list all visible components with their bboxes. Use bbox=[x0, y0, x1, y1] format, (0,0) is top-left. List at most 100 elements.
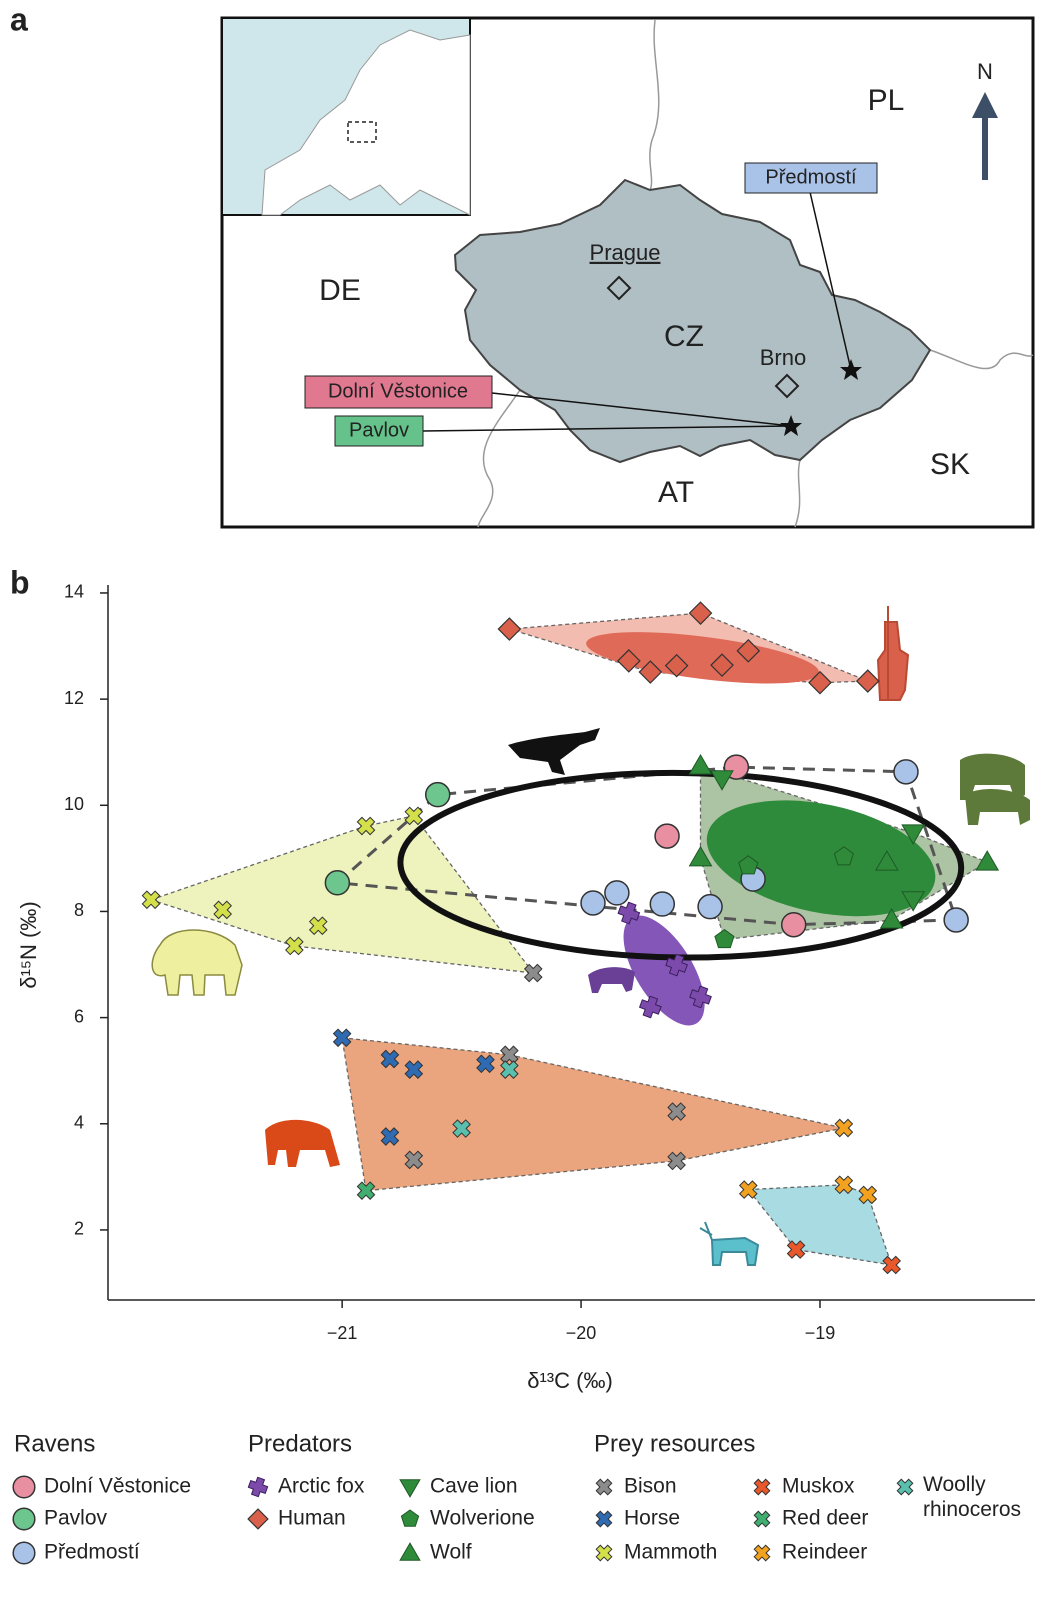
legend-label: Reindeer bbox=[782, 1541, 867, 1564]
marker bbox=[595, 1544, 613, 1562]
legend-group-title: Prey resources bbox=[594, 1430, 755, 1457]
site-label: Pavlov bbox=[349, 419, 409, 441]
marker bbox=[901, 891, 926, 912]
leader-line bbox=[809, 191, 852, 371]
legend-marker bbox=[753, 1478, 771, 1496]
border bbox=[477, 389, 521, 528]
marker bbox=[834, 1118, 854, 1138]
y-tick-label: 4 bbox=[74, 1113, 84, 1133]
panel-label: b bbox=[10, 564, 30, 600]
marker bbox=[688, 601, 713, 625]
marker bbox=[356, 816, 376, 836]
data-point bbox=[617, 901, 641, 925]
site-star bbox=[780, 415, 802, 436]
marker bbox=[332, 1028, 352, 1048]
city-marker bbox=[774, 373, 800, 399]
data-point bbox=[404, 1150, 424, 1170]
reindeer-icon bbox=[699, 1221, 760, 1266]
raven-icon bbox=[508, 728, 600, 775]
marker bbox=[141, 890, 161, 910]
marker bbox=[580, 890, 606, 916]
legend-group-title: Ravens bbox=[14, 1430, 95, 1457]
data-point bbox=[213, 900, 233, 920]
data-point bbox=[858, 1185, 878, 1205]
marker bbox=[667, 1151, 686, 1171]
site-label: Předmostí bbox=[765, 166, 857, 188]
legend-marker bbox=[753, 1544, 771, 1562]
data-point bbox=[688, 601, 713, 625]
marker bbox=[616, 649, 641, 673]
legend-marker bbox=[595, 1478, 613, 1496]
y-tick-label: 2 bbox=[74, 1219, 84, 1239]
bison-icon bbox=[265, 1119, 340, 1167]
marker bbox=[893, 759, 919, 785]
marker bbox=[400, 1509, 420, 1527]
marker bbox=[476, 1054, 495, 1074]
czech-republic bbox=[453, 178, 932, 464]
data-point bbox=[943, 907, 969, 933]
data-point bbox=[667, 1102, 686, 1121]
border bbox=[649, 19, 660, 191]
marker bbox=[667, 1102, 686, 1121]
marker bbox=[943, 907, 969, 933]
marker bbox=[12, 1507, 36, 1531]
legend-label: Muskox bbox=[782, 1475, 855, 1498]
data-point bbox=[476, 1054, 495, 1074]
marker bbox=[896, 1478, 914, 1496]
legend-marker bbox=[399, 1542, 421, 1561]
marker bbox=[833, 846, 854, 866]
marker bbox=[714, 928, 735, 949]
data-point bbox=[580, 890, 606, 916]
north-label: N bbox=[977, 59, 993, 84]
y-tick-label: 14 bbox=[64, 582, 84, 602]
y-tick-label: 6 bbox=[74, 1006, 84, 1026]
data-point bbox=[901, 891, 926, 912]
envelopes bbox=[148, 612, 989, 1266]
marker bbox=[710, 770, 734, 791]
data-point bbox=[285, 936, 304, 956]
data-point bbox=[404, 1060, 424, 1079]
marker bbox=[753, 1544, 771, 1562]
marker bbox=[247, 1476, 269, 1498]
border bbox=[794, 459, 801, 528]
marker bbox=[689, 985, 712, 1009]
data-point bbox=[654, 823, 680, 849]
data-point bbox=[893, 759, 919, 785]
data-point bbox=[141, 890, 161, 910]
data-point bbox=[665, 953, 688, 977]
marker bbox=[975, 850, 1000, 871]
data-point bbox=[497, 617, 522, 641]
legend-label: Bison bbox=[624, 1475, 677, 1498]
marker bbox=[308, 916, 328, 936]
panel-label: a bbox=[10, 1, 28, 37]
map: DE PL CZ AT SK Prague Brno N Předmostí D… bbox=[220, 16, 1035, 529]
country-label: AT bbox=[658, 476, 694, 509]
legend-marker bbox=[400, 1509, 420, 1527]
legend-label: Mammoth bbox=[624, 1541, 717, 1564]
site-box bbox=[744, 162, 878, 194]
legend-group-title: Predators bbox=[248, 1430, 352, 1457]
data-point bbox=[834, 1175, 854, 1195]
marker bbox=[12, 1475, 36, 1499]
data-point bbox=[324, 870, 351, 896]
hull bbox=[341, 1037, 845, 1192]
data-point bbox=[604, 880, 630, 906]
marker bbox=[780, 911, 807, 938]
legend-marker bbox=[12, 1541, 36, 1565]
country-label: DE bbox=[319, 274, 361, 307]
site-label: Dolní Věstonice bbox=[328, 380, 468, 402]
y-tick-label: 12 bbox=[64, 688, 84, 708]
marker bbox=[639, 995, 662, 1019]
marker bbox=[882, 1255, 901, 1275]
legend-marker bbox=[595, 1544, 613, 1562]
data-point bbox=[688, 845, 713, 867]
data-point bbox=[833, 846, 854, 866]
marker bbox=[356, 1181, 376, 1200]
hull bbox=[747, 1184, 893, 1266]
marker bbox=[808, 670, 832, 695]
legend-label: Cave lion bbox=[430, 1475, 518, 1498]
legend-label: Woolly rhinoceros bbox=[923, 1473, 1022, 1521]
marker bbox=[654, 823, 680, 849]
